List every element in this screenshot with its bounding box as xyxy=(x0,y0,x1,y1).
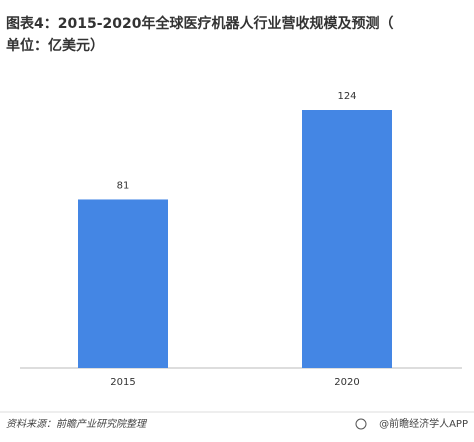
footer: @前瞻经济学人APP xyxy=(379,417,468,430)
x-tick-label: 2020 xyxy=(334,377,359,388)
chart-title-line1: 图表4：2015-2020年全球医疗机器人行业营收规模及预测（ xyxy=(6,15,393,32)
chart-title-line2: 单位：亿美元） xyxy=(6,37,104,54)
data-label: 81 xyxy=(117,180,130,191)
data-label: 124 xyxy=(337,91,356,102)
x-tick-label: 2015 xyxy=(110,377,135,388)
bar xyxy=(78,199,168,368)
source: 资料来源：前瞻产业研究院整理 xyxy=(6,418,148,430)
logo-icon xyxy=(355,418,367,430)
bar xyxy=(302,110,392,368)
